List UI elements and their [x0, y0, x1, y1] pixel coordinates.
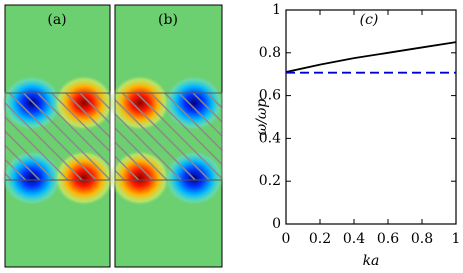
- x-tick-label: 0.8: [411, 231, 433, 247]
- x-tick-label: 0.6: [377, 231, 399, 247]
- y-axis-label: ω/ωp: [254, 99, 270, 136]
- y-tick-label: 0.8: [259, 45, 281, 61]
- x-axis-label: ka: [363, 253, 380, 269]
- x-tick-label: 0: [282, 231, 291, 247]
- line: [285, 41, 457, 73]
- plot-frame: [285, 9, 457, 225]
- y-tick-label: 0.6: [259, 88, 281, 104]
- y-tick-label: 1: [272, 2, 281, 18]
- hatched-slab: [114, 92, 223, 181]
- y-tick-label: 0.4: [259, 130, 281, 146]
- hatched-slab: [4, 92, 111, 181]
- panel-b: (b): [110, 4, 224, 268]
- y-tick-label: 0.2: [259, 173, 281, 189]
- chart-label: (c): [360, 12, 379, 28]
- panel-a: (a): [2, 4, 114, 268]
- panel-label: (b): [158, 12, 178, 28]
- chart: (c) ka ω/ωp 0 0.2 0.4 0.6 0.8 1 0 0.2 0.4 0.6 0.8 1: [254, 2, 460, 269]
- y-tick-label: 0: [272, 216, 281, 232]
- x-tick-label: 0.2: [309, 231, 331, 247]
- panel-label: (a): [47, 12, 66, 28]
- x-tick-label: 0.4: [343, 231, 365, 247]
- x-tick-label: 1: [452, 231, 461, 247]
